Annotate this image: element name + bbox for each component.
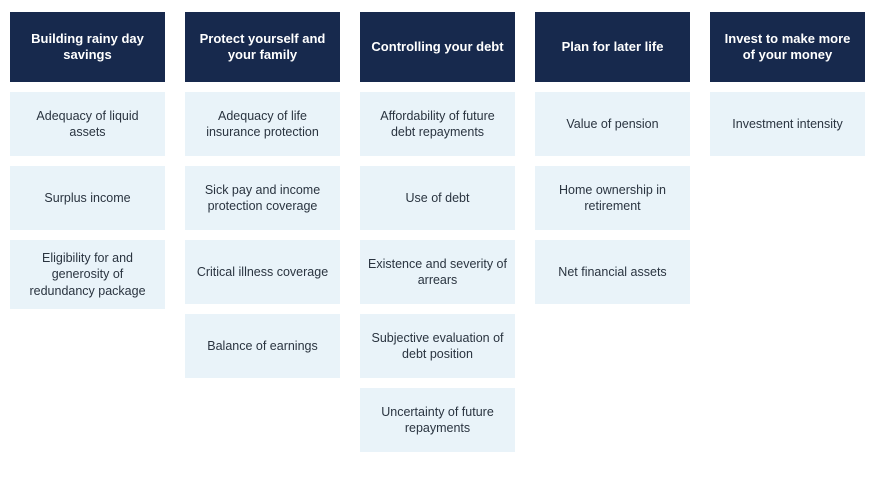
- category-cell: Sick pay and income protection coverage: [185, 166, 340, 230]
- column-header: Plan for later life: [535, 12, 690, 82]
- category-cell: Critical illness coverage: [185, 240, 340, 304]
- column-protect: Protect yourself and your family Adequac…: [185, 12, 340, 378]
- category-cell: Adequacy of liquid assets: [10, 92, 165, 156]
- category-cell: Use of debt: [360, 166, 515, 230]
- column-later-life: Plan for later life Value of pension Hom…: [535, 12, 690, 304]
- category-cell: Surplus income: [10, 166, 165, 230]
- category-cell: Net financial assets: [535, 240, 690, 304]
- column-header: Controlling your debt: [360, 12, 515, 82]
- category-cell: Value of pension: [535, 92, 690, 156]
- column-header: Building rainy day savings: [10, 12, 165, 82]
- category-cell: Subjective evaluation of debt position: [360, 314, 515, 378]
- column-invest: Invest to make more of your money Invest…: [710, 12, 865, 156]
- column-header: Invest to make more of your money: [710, 12, 865, 82]
- column-savings: Building rainy day savings Adequacy of l…: [10, 12, 165, 309]
- category-cell: Existence and severity of arrears: [360, 240, 515, 304]
- category-cell: Uncertainty of future repayments: [360, 388, 515, 452]
- category-cell: Home ownership in retirement: [535, 166, 690, 230]
- category-grid: Building rainy day savings Adequacy of l…: [10, 12, 865, 452]
- column-header: Protect yourself and your family: [185, 12, 340, 82]
- category-cell: Affordability of future debt repayments: [360, 92, 515, 156]
- column-debt: Controlling your debt Affordability of f…: [360, 12, 515, 452]
- category-cell: Balance of earnings: [185, 314, 340, 378]
- category-cell: Eligibility for and generosity of redund…: [10, 240, 165, 309]
- category-cell: Investment intensity: [710, 92, 865, 156]
- category-cell: Adequacy of life insurance protection: [185, 92, 340, 156]
